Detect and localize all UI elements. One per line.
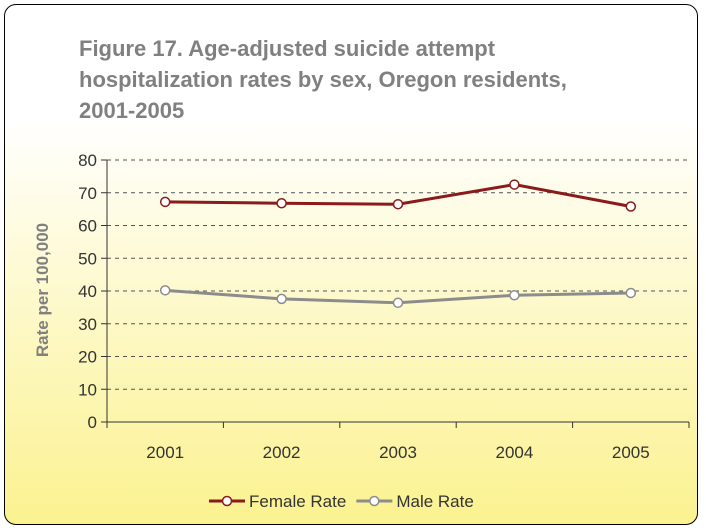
- y-tick-label: 40: [78, 282, 97, 301]
- data-point-male-rate: [625, 287, 637, 299]
- x-tick-label: 2003: [379, 443, 417, 462]
- y-tick-label: 50: [78, 249, 97, 268]
- y-tick-label: 80: [78, 151, 97, 170]
- chart-title: Figure 17. Age-adjusted suicide attempt …: [79, 36, 567, 123]
- y-tick-label: 60: [78, 217, 97, 236]
- axes: 0 10 20 30 40 50 60 70 80 2001 2002 2003 2004 2005: [78, 151, 690, 462]
- legend: Female Rate Male Rate: [209, 492, 474, 511]
- gridlines: [107, 159, 689, 390]
- data-point-male-rate: [276, 293, 287, 305]
- series: [159, 179, 637, 309]
- line-chart: 0 10 20 30 40 50 60 70 80 2001 2002 2003 2004 2005 Ra…: [33, 151, 690, 511]
- data-point-male-rate: [509, 290, 520, 301]
- y-tick-label: 0: [88, 413, 97, 432]
- chart-frame: Figure 17. Age-adjusted suicide attempt …: [4, 4, 698, 525]
- x-tick-label: 2001: [146, 443, 184, 462]
- data-point-female-rate: [159, 196, 171, 208]
- data-point-male-rate: [159, 285, 171, 296]
- legend-marker-male-rate: [369, 495, 380, 507]
- data-point-male-rate: [392, 297, 404, 309]
- x-tick-label: 2002: [263, 443, 301, 462]
- legend-label-male-rate: Male Rate: [396, 492, 473, 511]
- y-tick-label: 70: [78, 184, 97, 203]
- legend-label-female-rate: Female Rate: [249, 492, 346, 511]
- x-tick-label: 2004: [495, 443, 533, 462]
- data-point-female-rate: [625, 201, 637, 212]
- y-tick-label: 20: [78, 348, 97, 367]
- data-point-female-rate: [392, 198, 404, 210]
- y-axis-title: Rate per 100,000: [33, 223, 52, 357]
- data-point-female-rate: [276, 197, 287, 209]
- y-tick-label: 10: [78, 380, 97, 399]
- x-tick-label: 2005: [612, 443, 650, 462]
- legend-marker-female-rate: [221, 495, 233, 507]
- y-tick-label: 30: [78, 315, 97, 334]
- data-point-female-rate: [509, 179, 520, 190]
